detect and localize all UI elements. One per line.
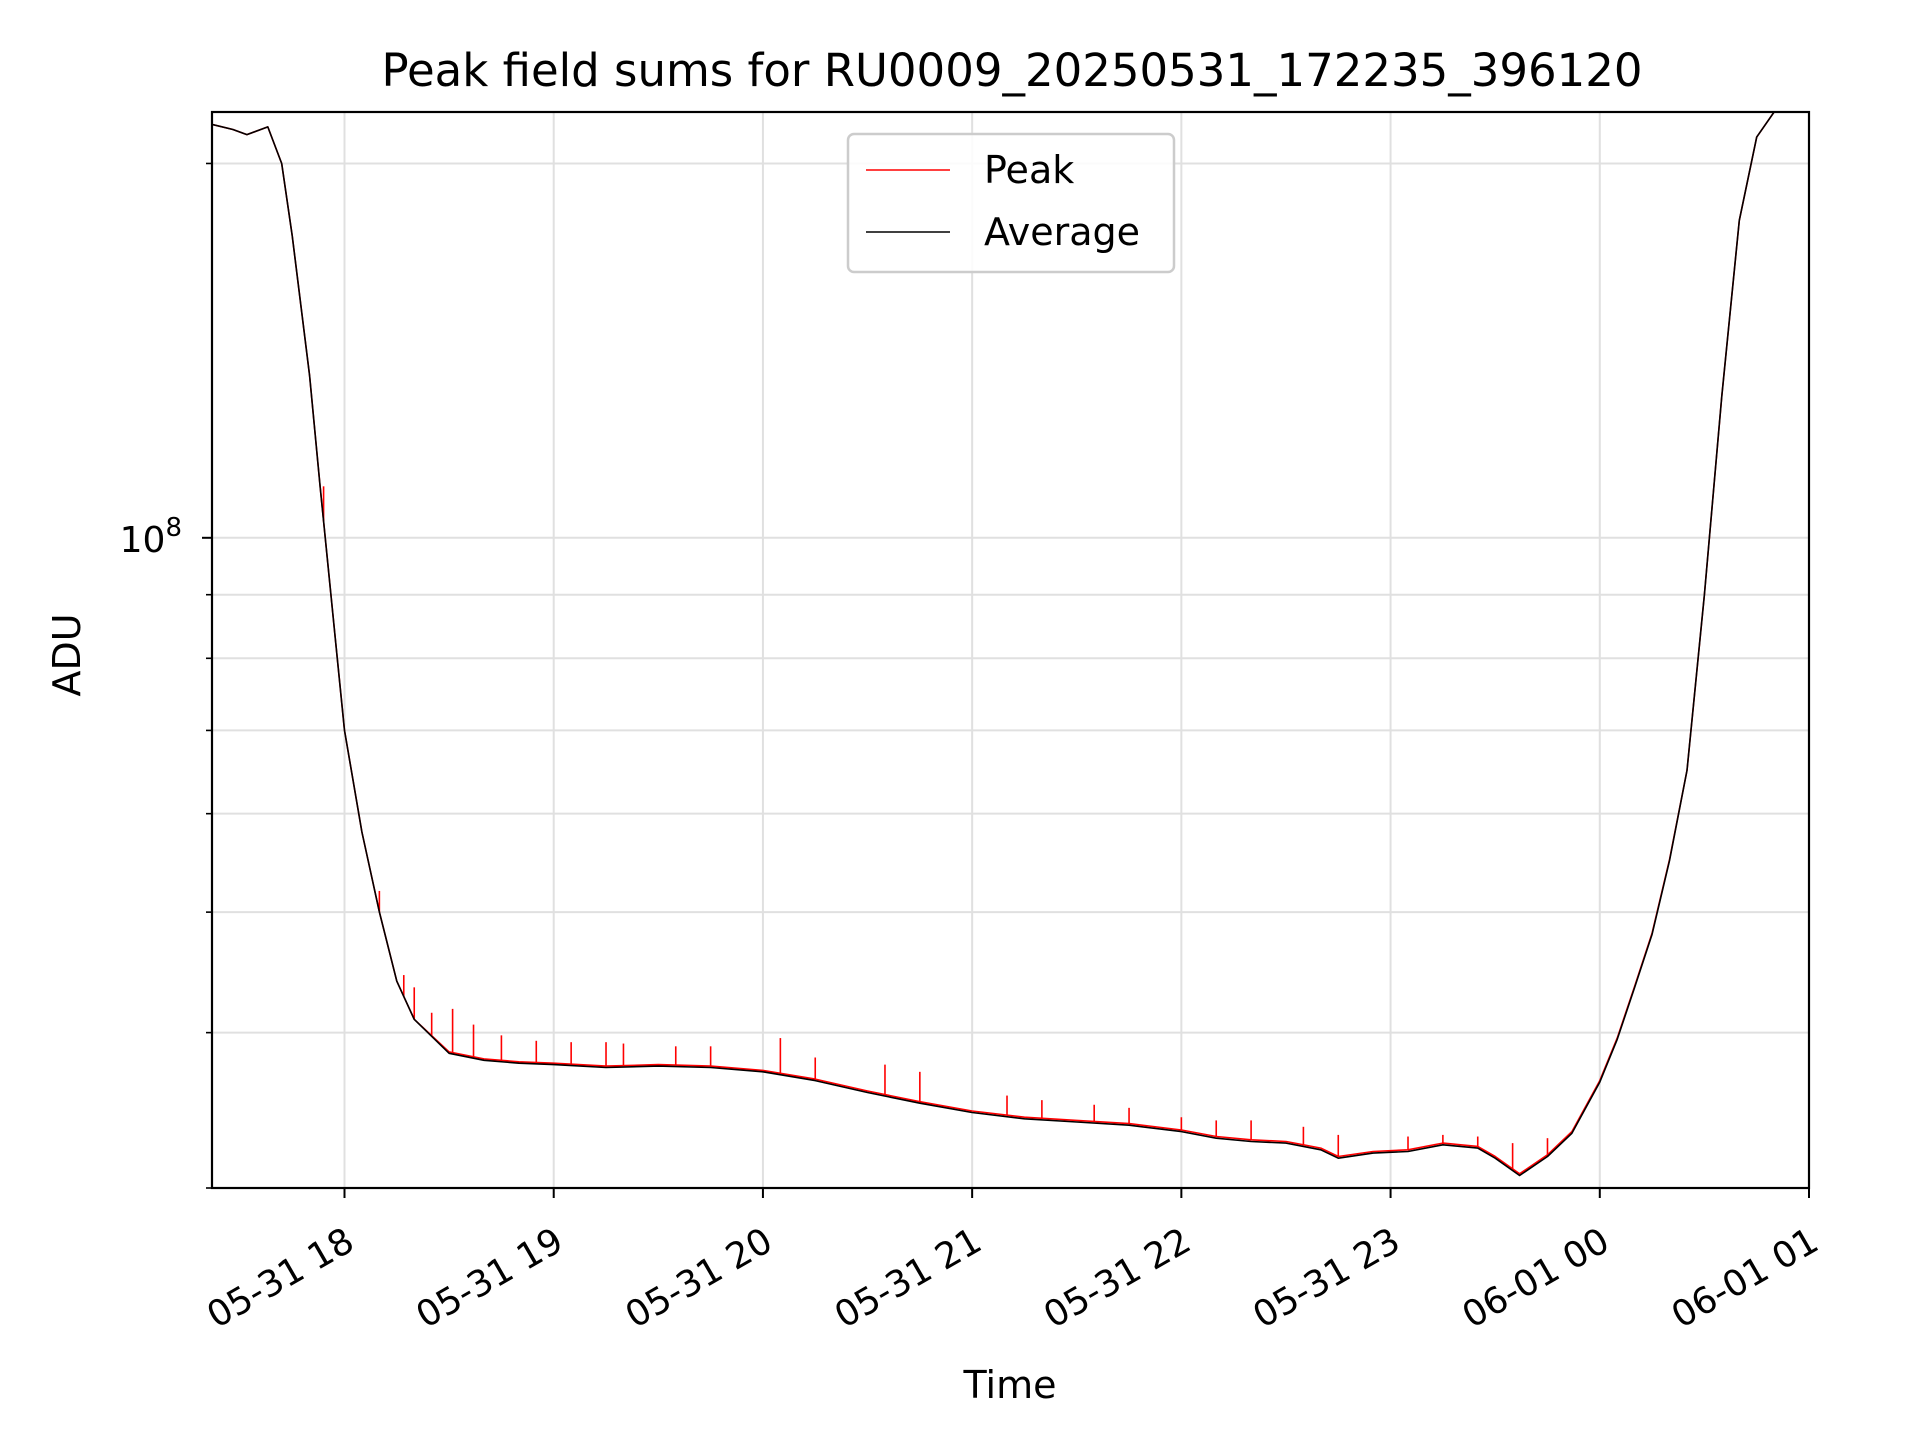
plot-series — [212, 112, 1786, 1177]
plot-frame — [210, 110, 1811, 1190]
legend: Peak Average — [846, 132, 1176, 274]
series-line-average — [212, 112, 1786, 1177]
legend-label-average: Average — [984, 210, 1140, 254]
y-axis-label: ADU — [45, 613, 89, 696]
chart-title: Peak field sums for RU0009_20250531_1722… — [381, 44, 1642, 97]
legend-box — [846, 132, 1176, 274]
y-tick-label: 108 — [120, 513, 182, 561]
legend-label-peak: Peak — [984, 148, 1074, 192]
x-axis-label: Time — [963, 1363, 1057, 1407]
